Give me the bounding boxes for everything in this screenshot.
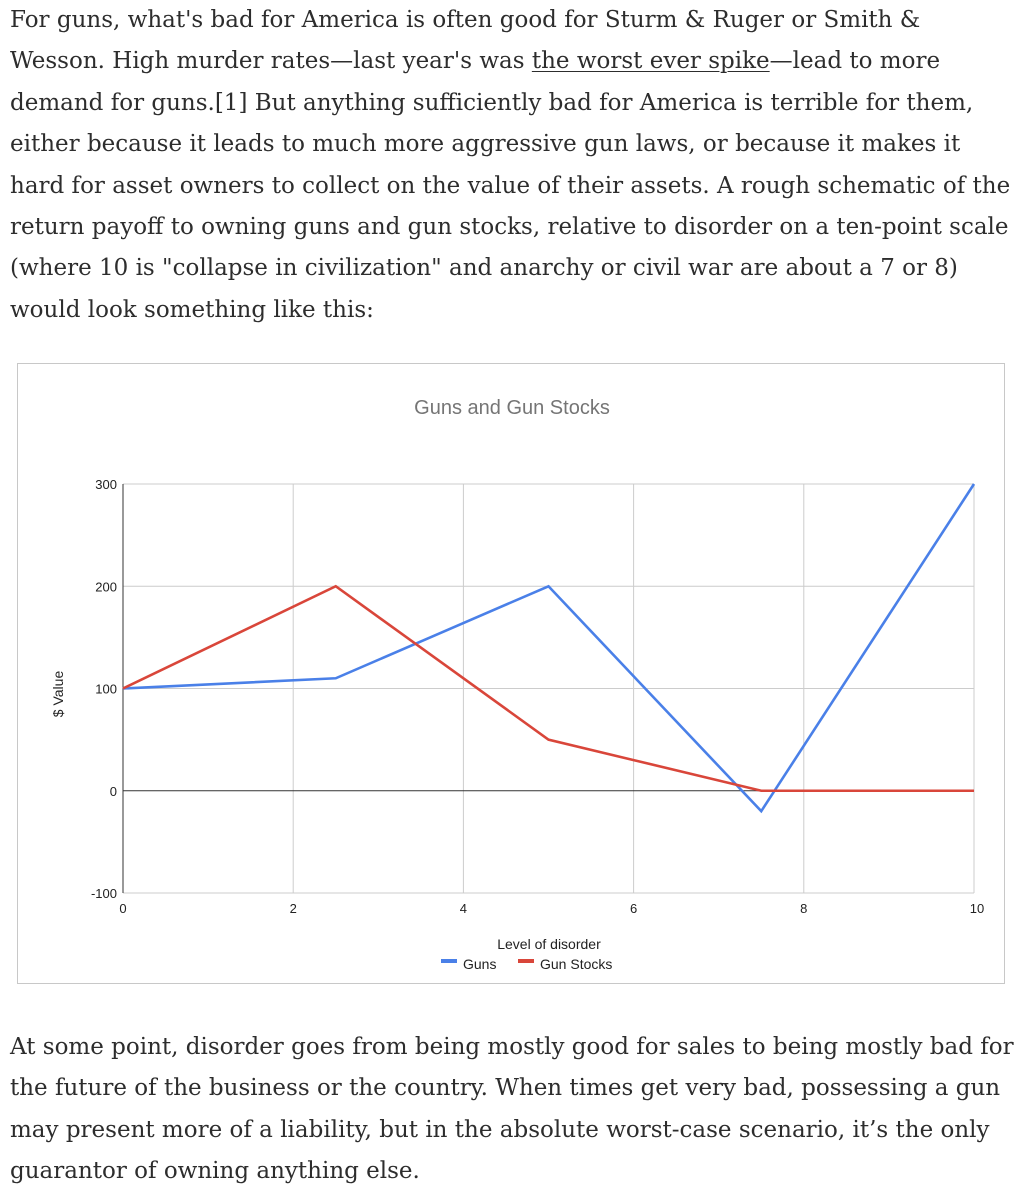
paragraph-intro-text-2: —lead to more demand for guns.[1] But an… xyxy=(10,48,1011,323)
paragraph-intro: For guns, what's bad for America is ofte… xyxy=(10,0,1020,331)
paragraph-conclusion: At some point, disorder goes from being … xyxy=(10,1034,1014,1185)
chart-container xyxy=(17,363,1005,984)
worst-ever-spike-link[interactable]: the worst ever spike xyxy=(531,48,770,75)
paragraph-intro-text-1: For guns, what's bad for America is ofte… xyxy=(10,7,921,75)
